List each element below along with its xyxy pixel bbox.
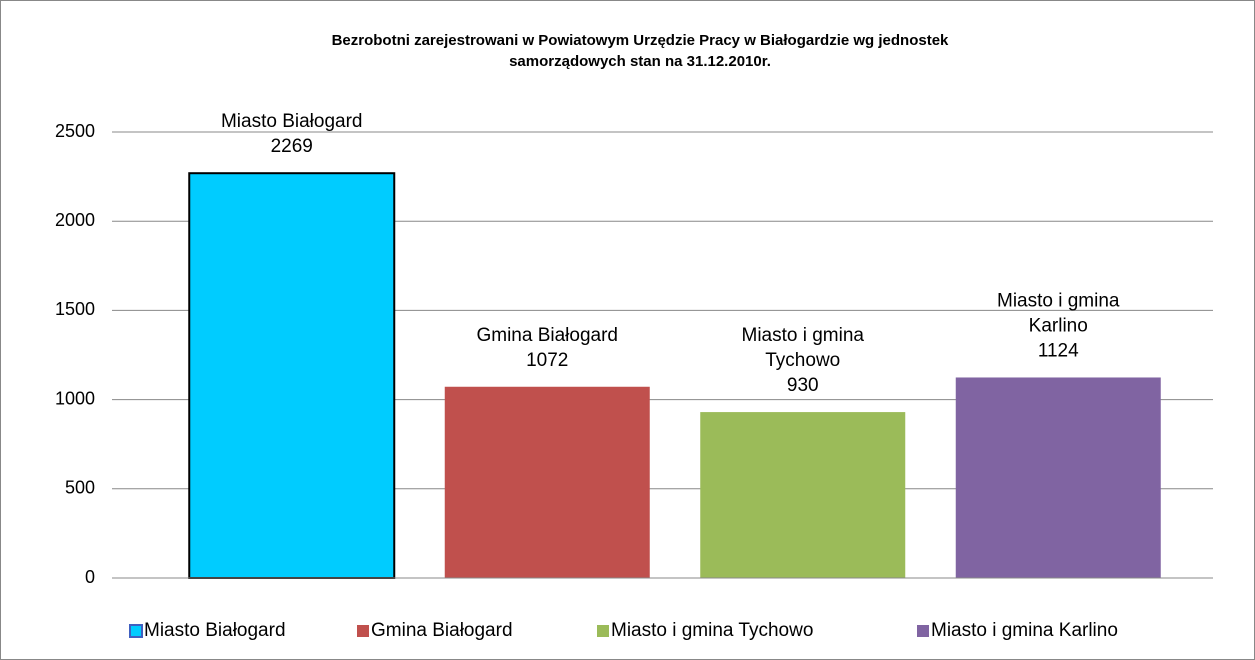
data-label: 1072: [526, 350, 568, 371]
y-tick-label: 500: [65, 478, 95, 498]
bar: [955, 377, 1161, 578]
data-label-name: Gmina Białogard: [476, 325, 618, 346]
data-label: 1124: [1038, 340, 1079, 361]
legend-label: Miasto i gmina Tychowo: [611, 620, 813, 641]
data-label: 930: [787, 375, 819, 396]
data-label: 2269: [271, 136, 313, 157]
bar: [188, 172, 396, 580]
y-tick-label: 1000: [55, 388, 95, 408]
data-label-name: Miasto i gmina Tychowo: [742, 325, 865, 371]
legend-marker: [917, 625, 929, 637]
chart-title: samorządowych stan na 31.12.2010r.: [509, 53, 771, 70]
legend-marker: [357, 625, 369, 637]
y-tick-label: 2500: [55, 121, 95, 141]
legend-label: Gmina Białogard: [371, 620, 513, 641]
chart-title: Bezrobotni zarejestrowani w Powiatowym U…: [332, 32, 949, 49]
legend-marker: [129, 624, 143, 638]
y-tick-label: 2000: [55, 210, 95, 230]
bar: [444, 386, 650, 578]
legend-label: Miasto Białogard: [144, 620, 286, 641]
legend-label: Miasto i gmina Karlino: [931, 620, 1118, 641]
legend-marker: [597, 625, 609, 637]
bar: [700, 412, 906, 578]
y-tick-label: 0: [85, 567, 95, 587]
data-label-name: Miasto Białogard: [221, 111, 363, 132]
y-tick-label: 1500: [55, 299, 95, 319]
data-label-name: Miasto i gmina Karlino: [997, 290, 1120, 336]
